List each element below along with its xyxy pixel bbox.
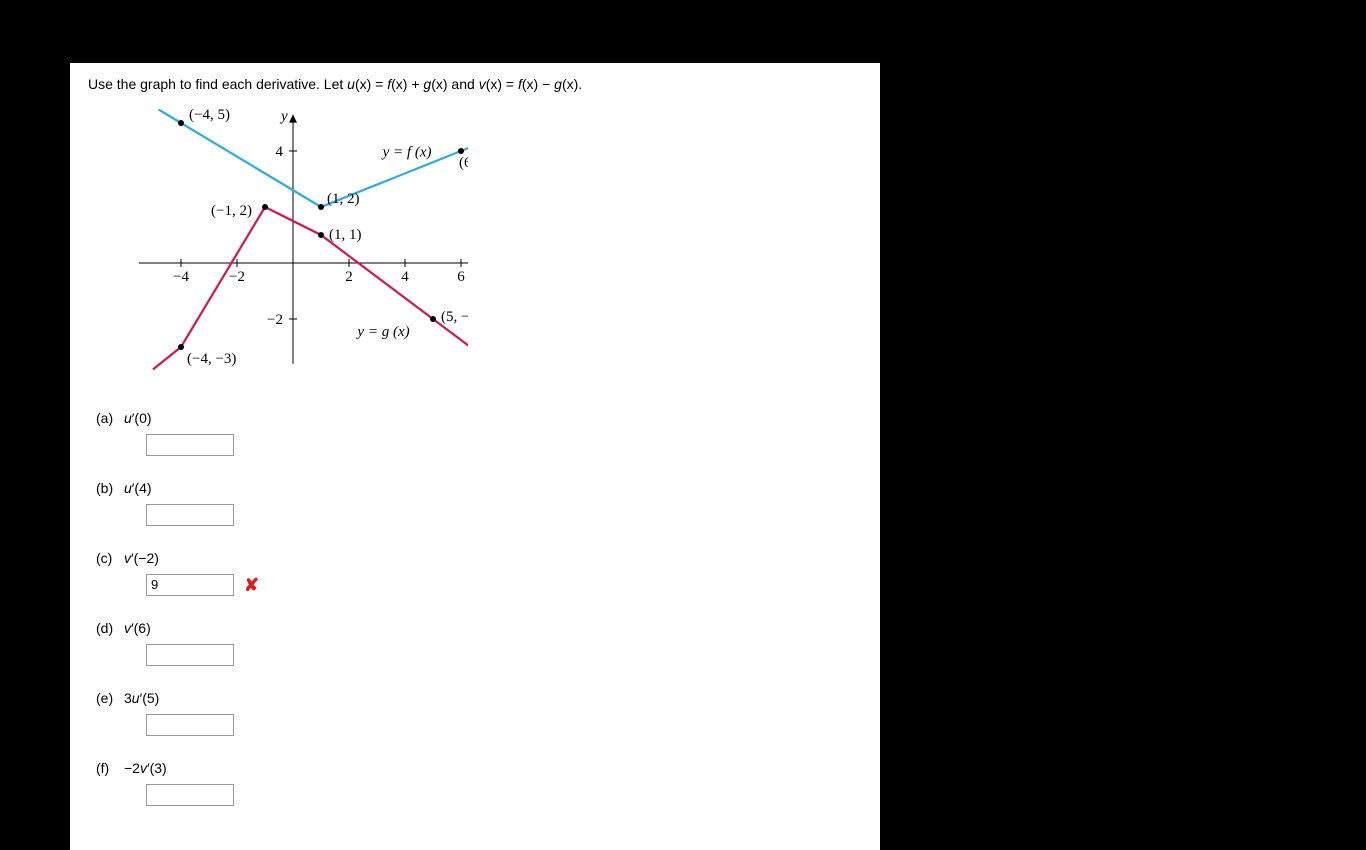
svg-text:(1, 2): (1, 2) bbox=[327, 191, 360, 207]
wrong-icon: ✘ bbox=[244, 576, 259, 594]
svg-text:y = g (x): y = g (x) bbox=[355, 323, 409, 339]
answer-input-c[interactable] bbox=[146, 574, 234, 596]
prompt-v-g: g bbox=[554, 76, 562, 92]
answer-row bbox=[146, 504, 862, 526]
part-d: (d)v′(6) bbox=[96, 620, 862, 666]
part-c: (c)v′(−2) ✘ bbox=[96, 550, 862, 596]
prompt-v-args: (x) = bbox=[486, 76, 518, 92]
part-expression: 3u′(5) bbox=[124, 690, 159, 706]
svg-text:(1, 1): (1, 1) bbox=[329, 227, 362, 243]
svg-text:(6, 4): (6, 4) bbox=[459, 155, 468, 171]
part-label: (b) bbox=[96, 480, 124, 496]
svg-text:(−1, 2): (−1, 2) bbox=[211, 203, 252, 219]
prompt-u-end: (x) bbox=[431, 76, 447, 92]
part-a: (a)u′(0) bbox=[96, 410, 862, 456]
prompt-u-args: (x) = bbox=[355, 76, 387, 92]
question-container: Use the graph to find each derivative. L… bbox=[70, 63, 880, 850]
answer-parts: (a)u′(0) (b)u′(4) (c)v′(−2) ✘ (d)v′(6) (e)3u′… bbox=[88, 410, 862, 806]
svg-text:y: y bbox=[279, 108, 288, 124]
part-expression: v′(−2) bbox=[124, 550, 159, 566]
prompt-pre: Use the graph to find each derivative. L… bbox=[88, 76, 347, 92]
part-label: (a) bbox=[96, 410, 124, 426]
prompt-u: u bbox=[347, 76, 355, 92]
part-b: (b)u′(4) bbox=[96, 480, 862, 526]
svg-text:6: 6 bbox=[457, 269, 465, 285]
part-label: (e) bbox=[96, 690, 124, 706]
svg-text:(−4, 5): (−4, 5) bbox=[189, 107, 230, 123]
answer-row: ✘ bbox=[146, 574, 862, 596]
part-expression: v′(6) bbox=[124, 620, 151, 636]
prompt-u-mid: (x) + bbox=[391, 76, 423, 92]
part-f: (f)−2v′(3) bbox=[96, 760, 862, 806]
svg-text:(−4, −3): (−4, −3) bbox=[187, 351, 236, 367]
svg-text:−2: −2 bbox=[229, 269, 245, 285]
part-label: (d) bbox=[96, 620, 124, 636]
svg-text:4: 4 bbox=[276, 144, 284, 160]
prompt-v-end: (x). bbox=[562, 76, 582, 92]
graph-svg: −4−22464−2yx(−4, 5)(1, 2)(6, 4)(−4, −3)(… bbox=[108, 103, 468, 393]
svg-text:2: 2 bbox=[345, 269, 353, 285]
prompt-v-mid: (x) − bbox=[522, 76, 554, 92]
svg-text:−4: −4 bbox=[173, 269, 189, 285]
answer-row bbox=[146, 434, 862, 456]
prompt-and: and bbox=[448, 76, 479, 92]
part-expression: u′(4) bbox=[124, 480, 152, 496]
answer-input-f[interactable] bbox=[146, 784, 234, 806]
answer-input-a[interactable] bbox=[146, 434, 234, 456]
svg-text:−2: −2 bbox=[267, 312, 283, 328]
question-prompt: Use the graph to find each derivative. L… bbox=[88, 75, 862, 95]
answer-row bbox=[146, 644, 862, 666]
part-label: (c) bbox=[96, 550, 124, 566]
answer-input-e[interactable] bbox=[146, 714, 234, 736]
svg-text:(5, −2): (5, −2) bbox=[441, 309, 468, 325]
answer-input-b[interactable] bbox=[146, 504, 234, 526]
answer-row bbox=[146, 714, 862, 736]
part-e: (e)3u′(5) bbox=[96, 690, 862, 736]
svg-text:4: 4 bbox=[401, 269, 409, 285]
graph-figure: −4−22464−2yx(−4, 5)(1, 2)(6, 4)(−4, −3)(… bbox=[88, 103, 862, 396]
prompt-v: v bbox=[479, 76, 486, 92]
svg-text:y = f (x): y = f (x) bbox=[381, 144, 432, 160]
answer-input-d[interactable] bbox=[146, 644, 234, 666]
part-expression: u′(0) bbox=[124, 410, 152, 426]
answer-row bbox=[146, 784, 862, 806]
